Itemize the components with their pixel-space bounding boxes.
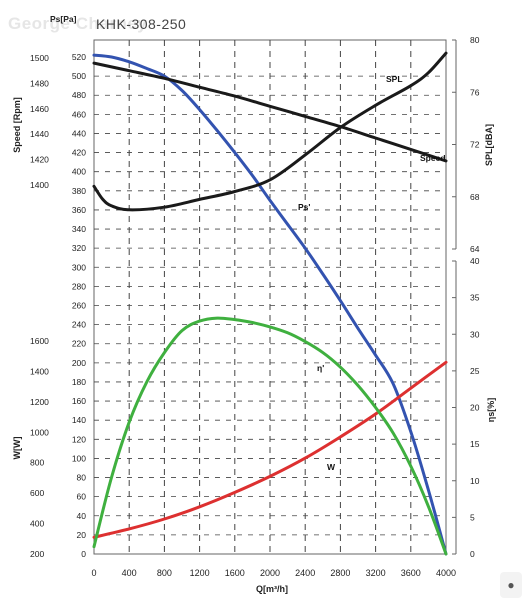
ps-tick-label: 60 <box>77 492 87 502</box>
ps-tick-label: 320 <box>72 243 86 253</box>
eff-tick-label: 0 <box>470 549 475 559</box>
ps-tick-label: 340 <box>72 224 86 234</box>
eff-tick-label: 10 <box>470 476 480 486</box>
series-annotation: Ps' <box>298 202 310 212</box>
ps-tick-label: 20 <box>77 530 87 540</box>
speed-tick-label: 1500 <box>30 53 49 63</box>
series-annotation: Speed <box>420 153 446 163</box>
ps-tick-label: 220 <box>72 339 86 349</box>
x-tick-label: 1600 <box>225 568 245 578</box>
badge-icon[interactable]: ● <box>500 572 522 598</box>
power-tick-label: 800 <box>30 458 44 468</box>
power-tick-label: 200 <box>30 549 44 559</box>
watermark-text: George Charney <box>8 14 148 33</box>
x-tick-label: 4000 <box>436 568 456 578</box>
chart-title: KHK-308-250 <box>96 16 187 32</box>
ps-tick-label: 140 <box>72 415 86 425</box>
x-tick-label: 800 <box>157 568 172 578</box>
eff-axis-title: ηs[%] <box>486 398 496 423</box>
series-line-eta <box>92 316 448 556</box>
ps-tick-label: 200 <box>72 358 86 368</box>
x-tick-label: 2800 <box>330 568 350 578</box>
power-tick-label: 1400 <box>30 366 49 376</box>
power-tick-label: 1200 <box>30 397 49 407</box>
ps-tick-label: 240 <box>72 320 86 330</box>
x-tick-label: 400 <box>122 568 137 578</box>
eff-tick-label: 30 <box>470 329 480 339</box>
x-axis-title: Q[m³/h] <box>256 584 288 594</box>
ps-tick-label: 400 <box>72 167 86 177</box>
power-tick-label: 1600 <box>30 336 49 346</box>
eff-tick-label: 25 <box>470 366 480 376</box>
ps-tick-label: 500 <box>72 71 86 81</box>
series-line-ps <box>92 53 448 556</box>
eff-tick-label: 35 <box>470 293 480 303</box>
spl-tick-label: 76 <box>470 87 480 97</box>
ps-tick-label: 80 <box>77 473 87 483</box>
series-annotation: W <box>327 462 336 472</box>
ps-tick-label: 280 <box>72 281 86 291</box>
x-tick-label: 3600 <box>401 568 421 578</box>
eff-tick-label: 20 <box>470 403 480 413</box>
speed-tick-label: 1400 <box>30 180 49 190</box>
ps-tick-label: 480 <box>72 90 86 100</box>
ps-tick-label: 360 <box>72 205 86 215</box>
x-tick-label: 3200 <box>366 568 386 578</box>
spl-tick-label: 80 <box>470 35 480 45</box>
x-tick-label: 2400 <box>295 568 315 578</box>
ps-tick-label: 180 <box>72 377 86 387</box>
ps-tick-label: 520 <box>72 52 86 62</box>
x-tick-label: 1200 <box>190 568 210 578</box>
spl-tick-label: 68 <box>470 192 480 202</box>
ps-tick-label: 440 <box>72 128 86 138</box>
power-tick-label: 600 <box>30 488 44 498</box>
series-line-w <box>92 360 448 539</box>
series-annotation: SPL <box>386 74 403 84</box>
series-annotation: η' <box>317 363 324 373</box>
power-tick-label: 1000 <box>30 427 49 437</box>
speed-tick-label: 1440 <box>30 129 49 139</box>
power-tick-label: 400 <box>30 519 44 529</box>
eff-tick-label: 15 <box>470 439 480 449</box>
series-line-spl <box>92 51 448 212</box>
ps-tick-label: 100 <box>72 453 86 463</box>
ps-tick-label: 300 <box>72 262 86 272</box>
spl-tick-label: 64 <box>470 244 480 254</box>
speed-tick-label: 1420 <box>30 155 49 165</box>
speed-tick-label: 1460 <box>30 104 49 114</box>
x-tick-label: 2000 <box>260 568 280 578</box>
ps-tick-label: 460 <box>72 109 86 119</box>
speed-axis-title: Speed [Rpm] <box>12 97 22 153</box>
ps-tick-label: 120 <box>72 434 86 444</box>
ps-tick-label: 0 <box>81 549 86 559</box>
eff-tick-label: 5 <box>470 512 475 522</box>
spl-axis-title: SPL[dBA] <box>484 124 494 166</box>
power-axis-title: W[W] <box>12 437 22 460</box>
ps-tick-label: 160 <box>72 396 86 406</box>
speed-tick-label: 1480 <box>30 78 49 88</box>
ps-tick-label: 260 <box>72 301 86 311</box>
series-line-speed <box>92 61 448 163</box>
x-tick-label: 0 <box>91 568 96 578</box>
ps-tick-label: 420 <box>72 148 86 158</box>
spl-tick-label: 72 <box>470 140 480 150</box>
ps-axis-title: Ps[Pa] <box>50 14 77 24</box>
ps-tick-label: 40 <box>77 511 87 521</box>
ps-tick-label: 380 <box>72 186 86 196</box>
eff-tick-label: 40 <box>470 256 480 266</box>
